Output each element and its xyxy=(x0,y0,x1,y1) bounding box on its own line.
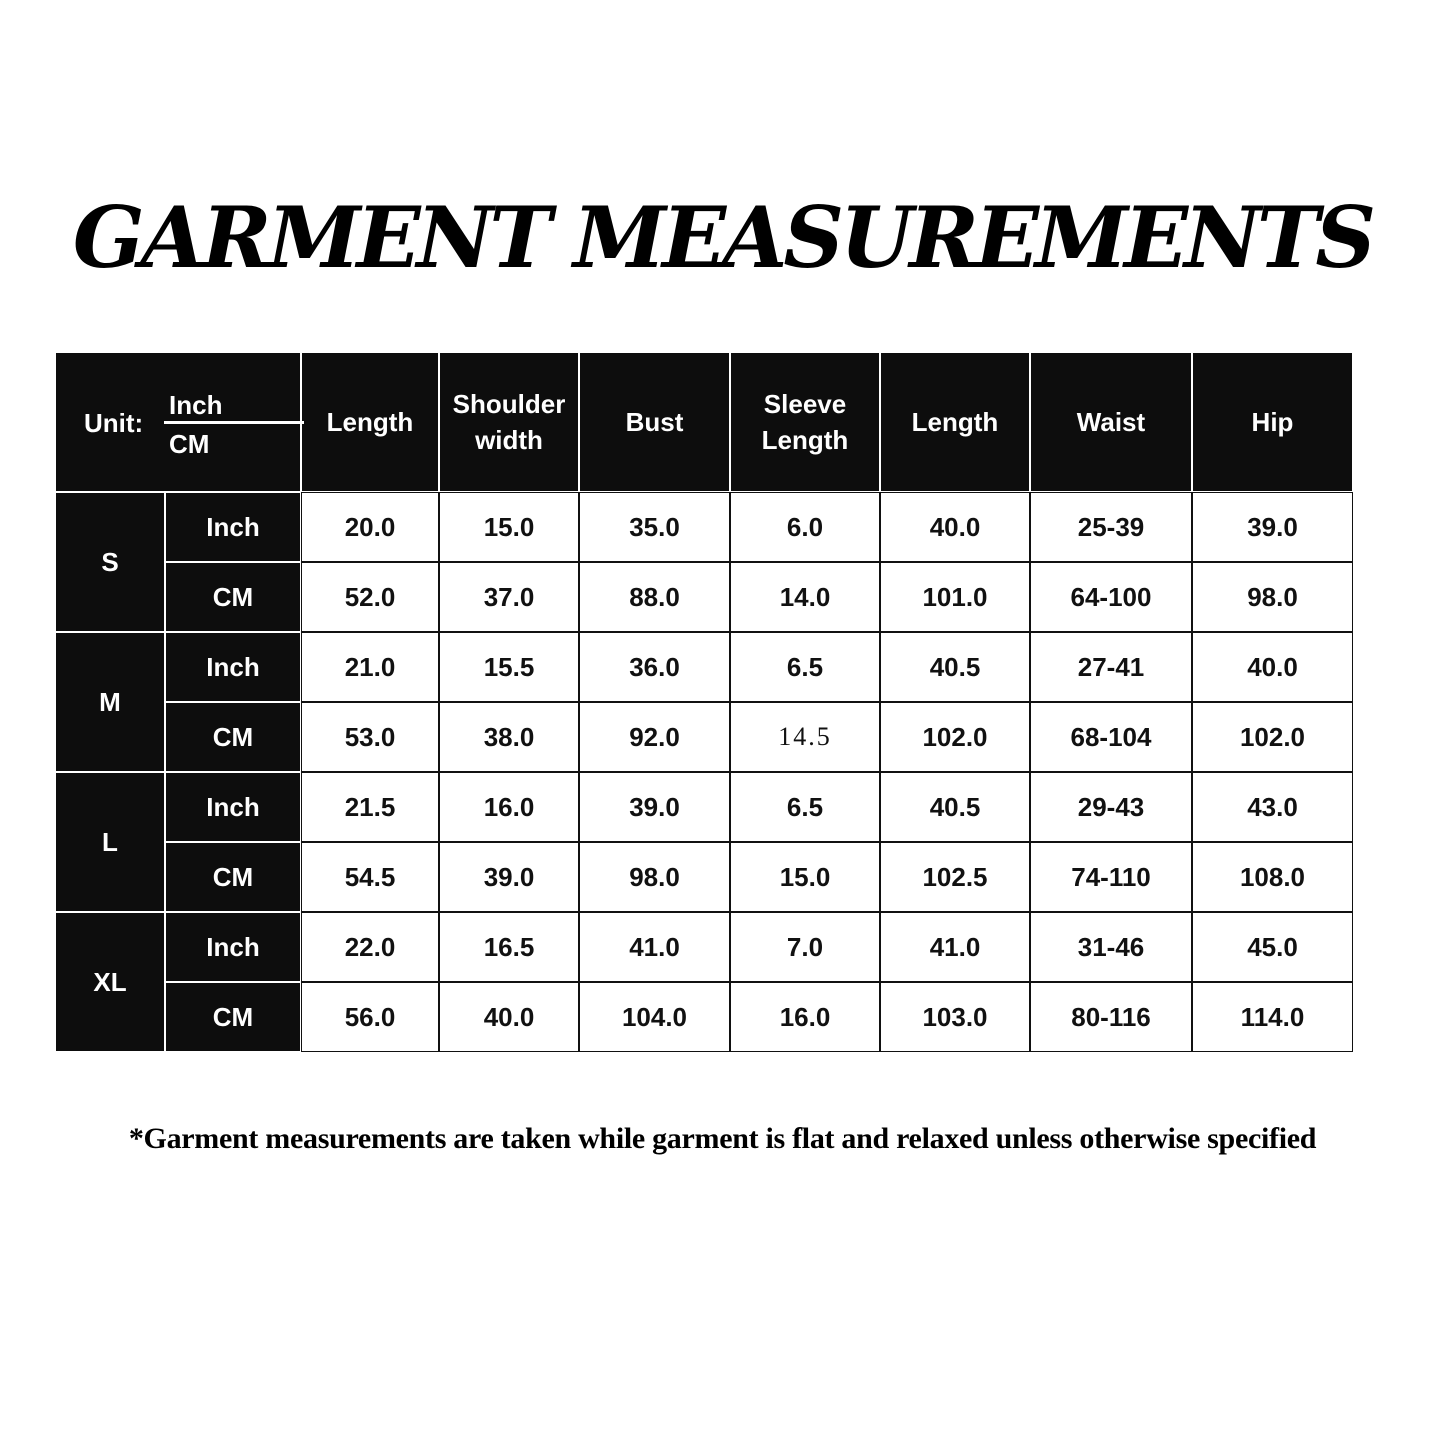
table-cell: 31-46 xyxy=(1030,912,1192,982)
table-cell: 15.5 xyxy=(439,632,579,702)
page-title: GARMENT MEASUREMENTS xyxy=(72,188,1376,287)
size-label: XL xyxy=(55,912,165,1052)
row-unit-label: Inch xyxy=(165,772,301,842)
table-cell: 40.5 xyxy=(880,632,1030,702)
table-cell: 6.5 xyxy=(730,772,880,842)
unit-cm-label: CM xyxy=(169,429,210,459)
footnote: *Garment measurements are taken while ga… xyxy=(128,1122,1317,1155)
table-cell: 104.0 xyxy=(579,982,730,1052)
table-cell: 88.0 xyxy=(579,562,730,632)
table-cell: 40.0 xyxy=(1192,632,1353,702)
column-header: Hip xyxy=(1192,352,1353,492)
size-label: L xyxy=(55,772,165,912)
table-cell: 80-116 xyxy=(1030,982,1192,1052)
unit-inch-label: Inch xyxy=(169,390,223,420)
row-unit-label: Inch xyxy=(165,912,301,982)
row-unit-label: CM xyxy=(165,702,301,772)
table-cell: 74-110 xyxy=(1030,842,1192,912)
table-cell: 38.0 xyxy=(439,702,579,772)
unit-divider xyxy=(164,421,304,424)
table-cell: 16.5 xyxy=(439,912,579,982)
table-cell: 92.0 xyxy=(579,702,730,772)
table-cell: 56.0 xyxy=(301,982,439,1052)
table-cell: 101.0 xyxy=(880,562,1030,632)
table-cell: 6.0 xyxy=(730,492,880,562)
table-cell: 16.0 xyxy=(730,982,880,1052)
table-cell: 40.0 xyxy=(880,492,1030,562)
table-cell: 53.0 xyxy=(301,702,439,772)
table-cell: 68-104 xyxy=(1030,702,1192,772)
row-unit-label: CM xyxy=(165,562,301,632)
table-cell: 29-43 xyxy=(1030,772,1192,842)
table-cell: 40.0 xyxy=(439,982,579,1052)
table-cell: 6.5 xyxy=(730,632,880,702)
table-cell: 15.0 xyxy=(730,842,880,912)
table-cell: 21.5 xyxy=(301,772,439,842)
column-header: Bust xyxy=(579,352,730,492)
table-cell: 27-41 xyxy=(1030,632,1192,702)
table-cell: 98.0 xyxy=(579,842,730,912)
row-unit-label: CM xyxy=(165,842,301,912)
table-cell: 37.0 xyxy=(439,562,579,632)
row-unit-label: Inch xyxy=(165,632,301,702)
table-cell: 39.0 xyxy=(439,842,579,912)
unit-header-cell: Unit: Inch CM xyxy=(55,352,304,492)
table-cell: 35.0 xyxy=(579,492,730,562)
table-cell: 7.0 xyxy=(730,912,880,982)
row-unit-label: CM xyxy=(165,982,301,1052)
table-cell: 102.0 xyxy=(1192,702,1353,772)
table-cell: 16.0 xyxy=(439,772,579,842)
row-unit-label: Inch xyxy=(165,492,301,562)
column-header: Waist xyxy=(1030,352,1192,492)
column-header: Length xyxy=(880,352,1030,492)
table-cell: 64-100 xyxy=(1030,562,1192,632)
table-cell: 15.0 xyxy=(439,492,579,562)
table-cell: 25-39 xyxy=(1030,492,1192,562)
table-cell: 54.5 xyxy=(301,842,439,912)
table-cell: 40.5 xyxy=(880,772,1030,842)
table-cell: 41.0 xyxy=(880,912,1030,982)
size-label: M xyxy=(55,632,165,772)
table-cell: 103.0 xyxy=(880,982,1030,1052)
table-cell: 102.5 xyxy=(880,842,1030,912)
table-cell: 108.0 xyxy=(1192,842,1353,912)
column-header: Shoulder width xyxy=(439,352,579,492)
table-cell: 52.0 xyxy=(301,562,439,632)
table-cell: 102.0 xyxy=(880,702,1030,772)
column-header: Sleeve Length xyxy=(730,352,880,492)
table-cell: 45.0 xyxy=(1192,912,1353,982)
table-cell: 98.0 xyxy=(1192,562,1353,632)
table-cell: 14.5 xyxy=(730,702,880,772)
table-cell: 39.0 xyxy=(1192,492,1353,562)
table-cell: 22.0 xyxy=(301,912,439,982)
size-chart-table: Unit: Inch CM Length Shoulder width Bust Sl… xyxy=(55,352,1353,1052)
table-cell: 21.0 xyxy=(301,632,439,702)
table-cell: 14.0 xyxy=(730,562,880,632)
table-cell: 20.0 xyxy=(301,492,439,562)
column-header: Length xyxy=(301,352,439,492)
unit-label: Unit: xyxy=(84,408,144,438)
table-cell: 39.0 xyxy=(579,772,730,842)
size-label: S xyxy=(55,492,165,632)
table-cell: 43.0 xyxy=(1192,772,1353,842)
table-cell: 114.0 xyxy=(1192,982,1353,1052)
table-cell: 41.0 xyxy=(579,912,730,982)
table-cell: 36.0 xyxy=(579,632,730,702)
